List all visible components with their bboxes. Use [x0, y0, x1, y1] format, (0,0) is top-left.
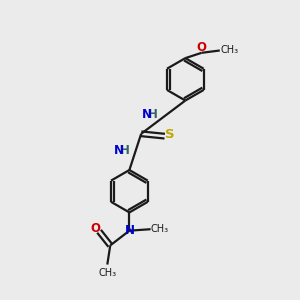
- Text: H: H: [148, 108, 158, 121]
- Text: CH₃: CH₃: [151, 224, 169, 234]
- Text: CH₃: CH₃: [220, 46, 238, 56]
- Text: CH₃: CH₃: [98, 268, 116, 278]
- Text: O: O: [90, 222, 100, 235]
- Text: N: N: [142, 108, 152, 121]
- Text: H: H: [120, 144, 130, 157]
- Text: O: O: [196, 41, 206, 54]
- Text: N: N: [125, 224, 135, 237]
- Text: S: S: [165, 128, 175, 141]
- Text: N: N: [114, 144, 124, 157]
